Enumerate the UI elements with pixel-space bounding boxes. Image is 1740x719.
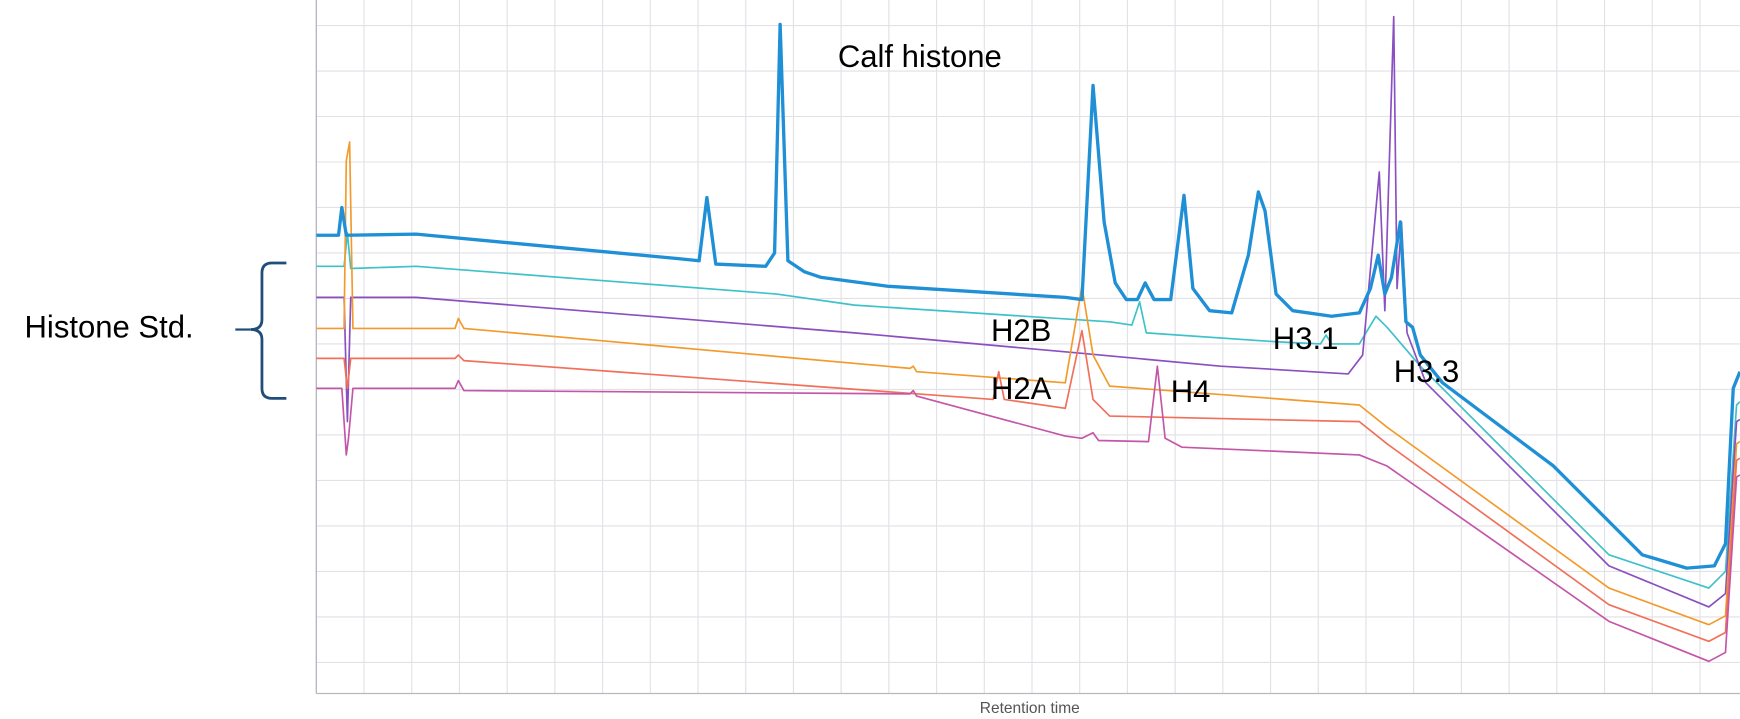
trace bbox=[316, 232, 1740, 589]
traces bbox=[316, 15, 1740, 663]
annotation: H2A bbox=[991, 371, 1052, 406]
std-bracket bbox=[250, 261, 287, 400]
annotation: H4 bbox=[1171, 374, 1211, 409]
annotation: Histone Std. bbox=[25, 310, 194, 345]
annotation: H3.3 bbox=[1394, 354, 1460, 389]
trace bbox=[316, 365, 1740, 663]
trace bbox=[316, 22, 1740, 570]
x-axis-label: Retention time bbox=[980, 700, 1080, 717]
annotations: Calf histone Histone Std. H2B H2A H4 H3.1 H3.3 bbox=[25, 39, 1460, 409]
grid bbox=[315, 0, 1740, 694]
annotation: H2B bbox=[991, 313, 1051, 348]
annotation: Calf histone bbox=[838, 39, 1002, 74]
annotation: H3.1 bbox=[1273, 321, 1339, 356]
trace bbox=[316, 329, 1740, 643]
trace bbox=[316, 15, 1740, 608]
